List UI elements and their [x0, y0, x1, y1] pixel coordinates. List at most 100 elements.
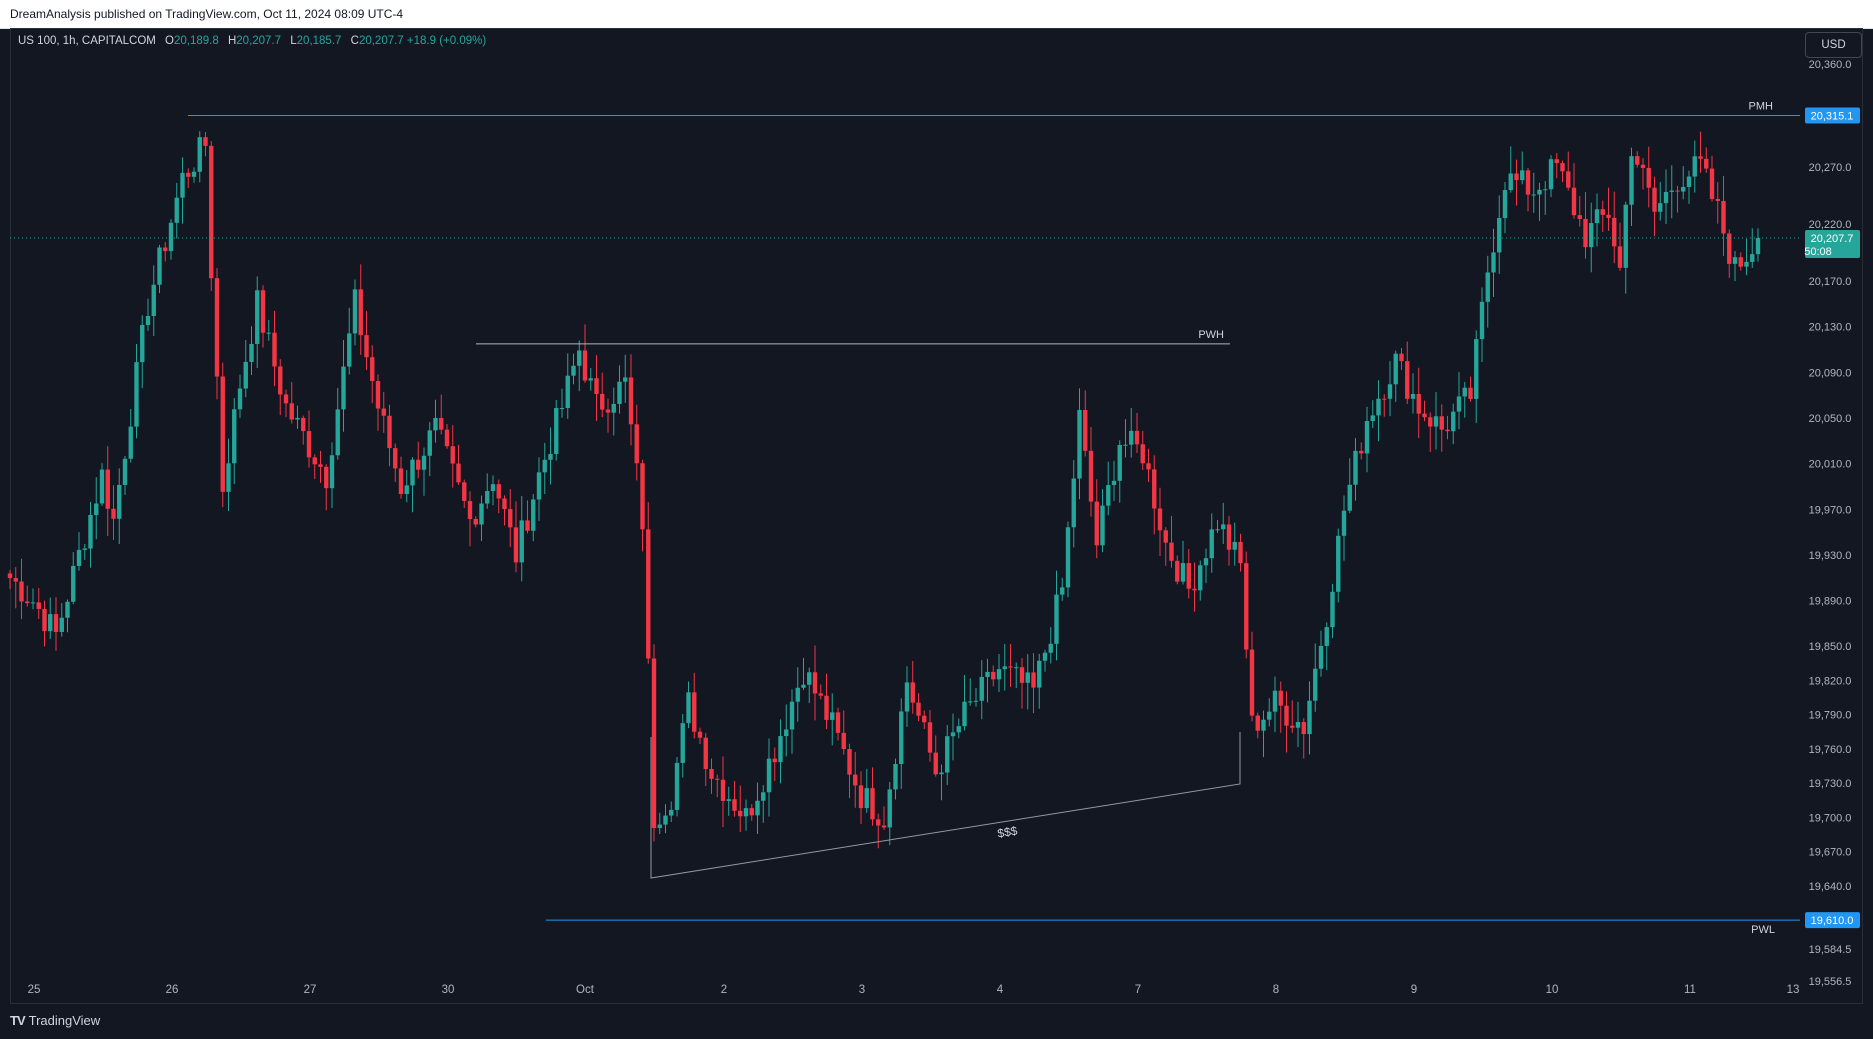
levels: PMH PWH PWL	[10, 100, 1800, 936]
candle-body	[1318, 645, 1324, 669]
candle-body	[876, 819, 881, 826]
candle-body	[605, 409, 611, 413]
candle-body	[1146, 463, 1151, 470]
candle-body	[887, 789, 892, 828]
price-tick-label: 20,050.0	[1809, 413, 1852, 425]
candle-body	[416, 459, 421, 470]
price-tick-label: 19,890.0	[1809, 596, 1852, 608]
candle-body	[1393, 353, 1398, 385]
candle-body	[1295, 722, 1301, 728]
candle-body	[398, 468, 404, 495]
candle-body	[881, 825, 887, 828]
time-tick-label: 4	[997, 984, 1004, 996]
pwl-price-badge-bg	[1805, 912, 1860, 929]
candle-body	[968, 701, 973, 703]
footer	[0, 1004, 1873, 1039]
candle-body	[99, 469, 105, 504]
candle-body	[180, 172, 185, 198]
candle-body	[232, 409, 237, 464]
candle-body	[1669, 190, 1674, 192]
candle-body	[404, 485, 409, 495]
price-tick-label: 20,270.0	[1809, 162, 1852, 174]
candle-body	[1301, 722, 1306, 735]
candle-body	[306, 431, 312, 458]
tradingview-logo-icon: TV	[10, 1013, 26, 1028]
candle-body	[870, 788, 875, 820]
price-tick-label: 20,170.0	[1809, 276, 1852, 288]
candle-body	[1698, 156, 1703, 159]
candle-body	[743, 808, 749, 817]
pmh-label: PMH	[1749, 100, 1774, 112]
candle-body	[513, 527, 519, 563]
candle-body	[151, 284, 156, 317]
candle-body	[157, 247, 162, 285]
candle-body	[979, 676, 984, 701]
candle-body	[789, 701, 795, 730]
candle-body	[30, 602, 36, 604]
candle-body	[1284, 705, 1289, 726]
candle-body	[163, 247, 168, 252]
candle-body	[260, 290, 266, 333]
tradingview-logo[interactable]: TV TradingView	[10, 1013, 100, 1028]
candle-body	[623, 377, 628, 382]
candles	[7, 131, 1761, 849]
candle-body	[433, 417, 438, 431]
currency-button[interactable]: USD	[1805, 32, 1862, 58]
candle-body	[289, 403, 294, 420]
candle-body	[1278, 690, 1283, 706]
candle-body	[1658, 203, 1663, 212]
candle-body	[893, 763, 898, 790]
candle-body	[818, 693, 823, 696]
price-tick-label: 19,850.0	[1809, 641, 1852, 653]
current-price-badge: 20,207.7	[1811, 233, 1854, 245]
candle-body	[1433, 416, 1439, 427]
candle-body	[525, 520, 530, 531]
candle-body	[1008, 666, 1013, 668]
candle-body	[1382, 398, 1387, 400]
candle-body	[1583, 218, 1588, 248]
candle-body	[76, 549, 82, 566]
candle-body	[571, 365, 576, 376]
candle-body	[249, 343, 254, 362]
candle-body	[1410, 393, 1416, 399]
candle-body	[795, 687, 800, 702]
candle-body	[48, 614, 53, 632]
candle-body	[1169, 542, 1174, 561]
candle-body	[473, 518, 478, 525]
time-tick-label: 11	[1684, 984, 1696, 996]
candle-body	[686, 692, 691, 724]
candle-body	[1175, 560, 1180, 582]
candle-body	[301, 417, 306, 432]
candle-body	[588, 378, 593, 381]
candle-body	[1353, 450, 1358, 485]
time-tick-label: 25	[28, 984, 41, 996]
candle-body	[1387, 384, 1393, 399]
candle-body	[1456, 396, 1462, 412]
candle-body	[226, 463, 231, 492]
candle-body	[1376, 398, 1381, 416]
candle-body	[1606, 214, 1611, 218]
candle-body	[812, 672, 818, 694]
candle-body	[1077, 409, 1082, 479]
candle-body	[191, 171, 197, 177]
candle-body	[209, 145, 214, 279]
candle-body	[709, 768, 714, 779]
candle-body	[283, 394, 289, 404]
candle-body	[1203, 558, 1209, 566]
candle-body	[554, 408, 559, 454]
candle-body	[1031, 672, 1036, 688]
candle-body	[94, 503, 99, 516]
price-tick-label: 19,790.0	[1809, 710, 1852, 722]
candle-body	[1180, 563, 1186, 582]
close-label: C	[350, 35, 359, 47]
candle-body	[1048, 643, 1053, 653]
candle-body	[105, 469, 110, 509]
candle-body	[651, 658, 657, 828]
publish-header-text: DreamAnalysis published on TradingView.c…	[10, 7, 404, 21]
candle-body	[634, 424, 639, 464]
candle-body	[329, 455, 335, 489]
candle-body	[1600, 209, 1605, 215]
candle-body	[1594, 209, 1600, 224]
candle-body	[1238, 541, 1243, 564]
